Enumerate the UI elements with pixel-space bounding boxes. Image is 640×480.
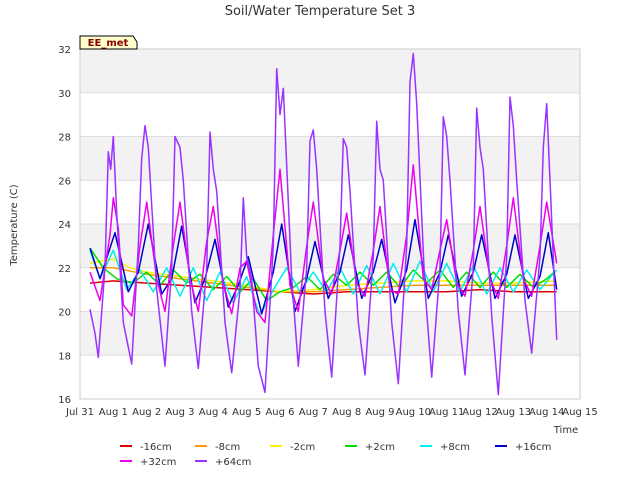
plot-band [80, 311, 580, 356]
x-tick-label: Aug 2 [132, 407, 161, 418]
legend: -16cm -8cm -2cm +2cm +8cm +16cm +32cm +64cm [120, 442, 551, 468]
x-tick-label: Aug 6 [265, 407, 294, 418]
legend-label: +2cm [365, 442, 395, 453]
series-line-+8cm [89, 249, 558, 317]
legend-label: +16cm [515, 442, 551, 453]
x-tick-label: Jul 31 [65, 407, 94, 418]
x-tick-label: Aug 7 [299, 407, 328, 418]
x-tick-label: Aug 11 [429, 407, 464, 418]
x-tick-label: Aug 9 [365, 407, 394, 418]
station-badge: EE_met [79, 35, 138, 50]
plot-band [80, 136, 580, 181]
legend-label: +8cm [440, 442, 470, 453]
y-tick-label: 30 [58, 89, 71, 100]
legend-label: -2cm [290, 442, 315, 453]
badge-shape [79, 35, 138, 50]
plot-band [80, 49, 580, 93]
plot-frame [79, 48, 581, 400]
x-tick-label: Aug 13 [496, 407, 531, 418]
y-tick-label: 24 [58, 220, 71, 231]
y-tick-label: 26 [58, 176, 71, 187]
x-tick-label: Aug 4 [199, 407, 228, 418]
x-tick-label: Aug 10 [396, 407, 431, 418]
series-line-+64cm [89, 52, 558, 396]
series-lines [89, 52, 558, 396]
badge-label: EE_met [88, 38, 129, 49]
y-axis-ticks: 16 18 20 22 24 26 28 30 32 [58, 45, 71, 406]
x-tick-label: Aug 12 [462, 407, 497, 418]
y-tick-label: 16 [58, 395, 71, 406]
legend-label: -16cm [140, 442, 172, 453]
series-line-+32cm [89, 164, 558, 324]
y-tick-label: 18 [58, 351, 71, 362]
chart-title: Soil/Water Temperature Set 3 [225, 4, 416, 19]
y-tick-label: 32 [58, 45, 71, 56]
x-tick-label: Aug 15 [562, 407, 597, 418]
x-axis-ticks: Jul 31 Aug 1 Aug 2 Aug 3 Aug 4 Aug 5 Aug 6 Aug … [65, 407, 598, 418]
x-tick-label: Aug 1 [99, 407, 128, 418]
x-axis-label: Time [553, 425, 578, 436]
y-tick-label: 20 [58, 308, 71, 319]
x-tick-label: Aug 8 [332, 407, 361, 418]
y-tick-label: 28 [58, 133, 71, 144]
y-axis-label: Temperature (C) [9, 184, 20, 266]
legend-label: +64cm [215, 457, 251, 468]
legend-label: +32cm [140, 457, 176, 468]
x-tick-label: Aug 5 [232, 407, 261, 418]
y-tick-label: 22 [58, 264, 71, 275]
plot-band [80, 224, 580, 268]
x-tick-label: Aug 3 [165, 407, 194, 418]
x-tick-label: Aug 14 [529, 407, 564, 418]
legend-label: -8cm [215, 442, 240, 453]
